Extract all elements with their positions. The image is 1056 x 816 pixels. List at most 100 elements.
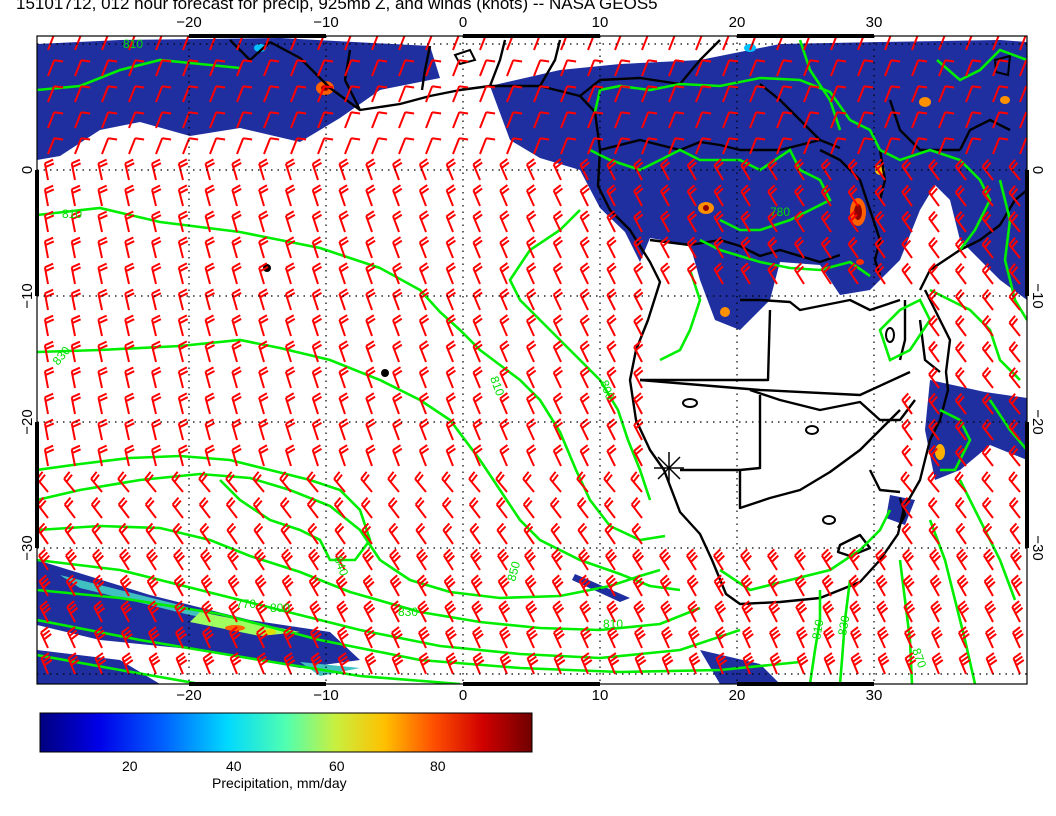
graticule (37, 36, 1027, 684)
svg-text:780: 780 (770, 205, 790, 219)
contour-labels: 810 810 830 810 840 850 770 800 780 830 … (50, 37, 930, 670)
wind-barb (363, 626, 376, 649)
wind-barb (606, 158, 617, 181)
wind-barb (579, 600, 592, 623)
wind-barb (92, 574, 105, 597)
wind-barb (418, 288, 430, 311)
wind-barb (445, 418, 456, 441)
wind-barb (603, 471, 616, 493)
wind-barb (523, 522, 535, 545)
wind-barb (847, 158, 859, 181)
wind-barb (74, 137, 91, 155)
wind-barb (981, 340, 994, 363)
wind-barb (236, 59, 253, 77)
wind-barb (392, 288, 403, 311)
wind-barb (957, 600, 970, 623)
wind-barb (147, 626, 160, 649)
svg-text:830: 830 (398, 605, 418, 619)
wind-barb (74, 85, 91, 103)
wind-barb (955, 366, 967, 389)
wind-barb (362, 548, 375, 571)
wind-barb (92, 548, 105, 571)
wind-barb (522, 471, 535, 493)
wind-barb (874, 236, 886, 259)
wind-barb (1008, 419, 1021, 441)
lon-tick-bottom: 0 (459, 687, 467, 704)
wind-barb (91, 522, 103, 545)
lat-tick-left: −30 (19, 535, 36, 560)
wind-barb (309, 600, 322, 623)
wind-barb (344, 137, 361, 155)
wind-barb (857, 111, 874, 129)
wind-barb (119, 574, 132, 597)
svg-text:870: 870 (909, 646, 929, 670)
wind-barb (254, 548, 267, 571)
wind-barb (579, 314, 590, 337)
wind-barb (911, 111, 928, 129)
wind-barb (552, 392, 564, 415)
wind-barb (499, 262, 510, 285)
wind-barb (311, 444, 323, 467)
wind-barb (823, 652, 836, 675)
wind-barb (336, 600, 349, 623)
wind-barb (155, 111, 172, 129)
wind-barb (39, 626, 52, 649)
wind-barb (526, 652, 539, 675)
wind-barb (388, 522, 400, 545)
wind-barb (928, 522, 940, 545)
wind-barb (204, 392, 215, 415)
wind-barb (928, 314, 940, 337)
wind-barb (392, 392, 403, 415)
wind-barb (253, 522, 265, 545)
svg-text:840: 840 (331, 554, 351, 578)
wind-barb (901, 262, 913, 285)
wind-barb (231, 444, 242, 467)
wind-barb (387, 496, 400, 519)
wind-barb (225, 471, 238, 493)
wind-barb (97, 392, 108, 415)
wind-barb (604, 522, 616, 545)
wind-barb (641, 59, 658, 77)
lon-tick-bottom: −10 (313, 687, 338, 704)
wind-barb (472, 262, 483, 285)
wind-barb (425, 137, 442, 155)
wind-barb (418, 340, 430, 363)
wind-barb (794, 158, 805, 181)
wind-barb (236, 137, 253, 155)
wind-barb (199, 522, 211, 545)
wind-barb (499, 652, 512, 675)
wind-barb (955, 236, 967, 259)
wind-barb (659, 548, 672, 571)
wind-barb (258, 288, 269, 311)
wind-barb (938, 111, 955, 129)
wind-barb (173, 574, 186, 597)
wind-barb (955, 444, 967, 467)
wind-barb (198, 496, 211, 519)
lon-tick-top: 10 (592, 14, 609, 31)
wind-barb (182, 36, 199, 51)
wind-barb (579, 392, 590, 415)
wind-barb (928, 444, 940, 467)
wind-barb (117, 496, 130, 519)
wind-barb (660, 600, 673, 623)
wind-barb (1008, 445, 1021, 467)
wind-barb (445, 652, 458, 675)
wind-barb (633, 340, 644, 363)
wind-barb (877, 652, 890, 675)
wind-barb (177, 418, 189, 441)
wind-barb (93, 626, 106, 649)
wind-barb (499, 444, 510, 467)
lon-tick-top: 30 (866, 14, 883, 31)
wind-barb (794, 548, 807, 571)
wind-barb (576, 471, 589, 493)
wind-barb (472, 652, 485, 675)
wind-barb (124, 314, 135, 337)
wind-barb (821, 574, 834, 597)
wind-barb (551, 548, 564, 571)
wind-barb (124, 262, 135, 285)
wind-barb (363, 600, 376, 623)
wind-barb (118, 522, 130, 545)
wind-barb (414, 496, 427, 519)
wind-barb (64, 522, 76, 545)
wind-barb (552, 262, 564, 285)
